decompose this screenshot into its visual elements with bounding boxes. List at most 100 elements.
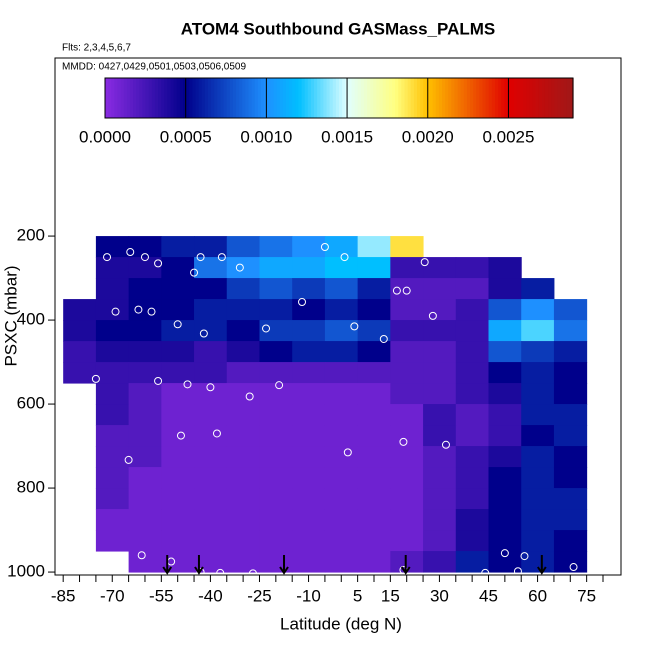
heat-cell (194, 509, 228, 531)
colorbar-swatch (129, 78, 134, 118)
colorbar-swatch (441, 78, 446, 118)
heat-cell (357, 383, 391, 405)
heat-cell (521, 341, 555, 363)
colorbar-swatch (192, 78, 197, 118)
colorbar-swatch (117, 78, 122, 118)
flight-point (190, 268, 199, 277)
heat-cell (357, 362, 391, 384)
heat-cell (488, 509, 522, 531)
flight-point (520, 552, 529, 561)
heat-cell (423, 551, 457, 573)
x-tick-label: 5 (353, 586, 362, 605)
heat-cell (324, 257, 359, 279)
heat-cell (390, 257, 424, 279)
heat-cell (161, 362, 195, 384)
flight-point (217, 253, 226, 262)
colorbar-swatch (566, 78, 571, 118)
colorbar-swatch (186, 78, 190, 118)
y-tick-label: 1000 (7, 562, 45, 581)
colorbar-swatch (420, 78, 424, 118)
heat-cell (553, 320, 588, 342)
heat-cell (226, 299, 260, 321)
flight-point (402, 286, 411, 295)
flight-point (176, 431, 185, 440)
heat-cell (259, 488, 293, 510)
heat-cell (455, 362, 489, 384)
colorbar-swatch (207, 78, 212, 118)
heat-cell (357, 320, 391, 342)
heat-cell (488, 425, 522, 447)
flight-point (206, 383, 215, 392)
heat-cell (324, 551, 359, 573)
heat-cell (357, 341, 391, 363)
heat-cell (194, 278, 228, 300)
heat-cell (128, 236, 162, 258)
heat-cell (226, 404, 260, 426)
y-axis-title: PSXC (mbar) (1, 265, 20, 366)
heat-cell (390, 467, 424, 489)
heat-cell (194, 299, 228, 321)
colorbar-swatch (470, 78, 474, 118)
flight-point (350, 322, 359, 331)
heat-cell (521, 278, 555, 300)
colorbar-swatch (435, 78, 440, 118)
colorbar-swatch (541, 78, 546, 118)
heat-cell (521, 404, 555, 426)
heat-cell (488, 446, 522, 468)
heat-cell (292, 404, 326, 426)
flight-arrow (279, 555, 289, 575)
flight-point (111, 307, 120, 316)
colorbar-swatch (229, 78, 234, 118)
colorbar-swatch (463, 78, 468, 118)
colorbar-tick-label: 0.0015 (321, 127, 373, 146)
heat-cell (521, 488, 555, 510)
colorbar-swatch (544, 78, 549, 118)
colorbar-swatch (270, 78, 275, 118)
colorbar-swatch (298, 78, 303, 118)
heat-cell (324, 320, 359, 342)
colorbar-tick-label: 0.0000 (79, 127, 131, 146)
flight-point (320, 242, 329, 251)
colorbar-swatch (479, 78, 484, 118)
colorbar-swatch (551, 78, 555, 118)
flight-point (173, 320, 182, 329)
colorbar-swatch (491, 78, 496, 118)
x-tick-label: -85 (51, 586, 76, 605)
flight-point (216, 568, 225, 577)
colorbar-swatch (529, 78, 534, 118)
heat-cell (292, 320, 326, 342)
heat-cell (423, 404, 457, 426)
heat-cell (455, 320, 489, 342)
colorbar-tick-label: 0.0020 (402, 127, 454, 146)
colorbar-swatch (388, 78, 393, 118)
colorbar-swatch (139, 78, 144, 118)
heat-cell (194, 530, 228, 552)
colorbar-tick-label: 0.0005 (160, 127, 212, 146)
x-tick-label: -70 (100, 586, 125, 605)
heat-cell (488, 320, 522, 342)
heat-cell (324, 383, 359, 405)
colorbar-swatch (476, 78, 480, 118)
colorbar-swatch (173, 78, 178, 118)
heat-cell (423, 425, 457, 447)
colorbar-swatch (448, 78, 452, 118)
heat-cell (259, 467, 293, 489)
heat-cell (324, 509, 359, 531)
heat-cell (194, 383, 228, 405)
colorbar-swatch (376, 78, 381, 118)
chart-title: ATOM4 Southbound GASMass_PALMS (181, 19, 496, 38)
flight-point (124, 455, 133, 464)
heat-cell (161, 509, 195, 531)
heat-cell (423, 467, 457, 489)
heat-cell (292, 341, 326, 363)
flight-point (262, 324, 271, 333)
colorbar-swatch (569, 78, 574, 118)
heat-cell (95, 467, 130, 489)
x-tick-label: 75 (577, 586, 596, 605)
heat-cell (194, 425, 228, 447)
heat-cell (226, 278, 260, 300)
heat-cell (521, 299, 555, 321)
flight-point (147, 307, 156, 316)
heat-cell (324, 236, 359, 258)
colorbar-swatch (367, 78, 371, 118)
